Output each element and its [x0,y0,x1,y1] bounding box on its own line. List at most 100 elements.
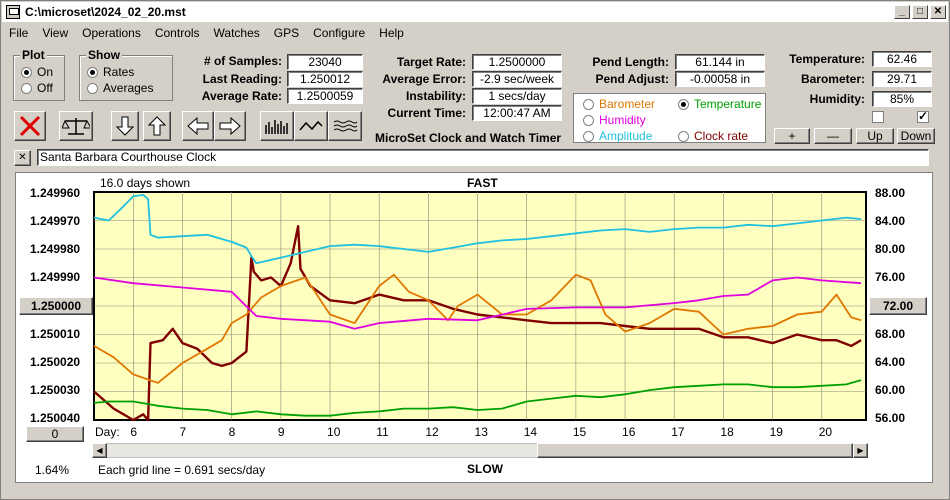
series-line-amplitude [93,194,862,265]
overlay-temperature-radio[interactable]: Temperature [678,97,761,111]
clear-name-button[interactable]: ✕ [14,150,31,166]
plus-button[interactable]: + [774,128,810,144]
series-line-temperature [93,379,862,417]
radio-empty-icon [21,82,32,94]
target-rate-label: Target Rate: [396,55,466,69]
left-tick-label: 1.249990 [30,270,81,284]
maximize-button[interactable]: □ [912,5,928,19]
average-rate-value: 1.2500059 [287,88,363,104]
right-tick-label: 56.00 [875,411,906,425]
menu-help[interactable]: Help [379,26,404,40]
overlay-clock-rate-radio[interactable]: Clock rate [678,129,748,143]
average-error-value: -2.9 sec/week [472,71,562,87]
radio-empty-icon [87,82,98,94]
day-tick-label: 9 [278,425,285,439]
zero-button[interactable]: 0 [26,426,84,442]
histogram-button[interactable] [260,111,294,141]
last-reading-value: 1.250012 [287,71,363,87]
histogram-icon [265,120,288,134]
menu-watches[interactable]: Watches [213,26,260,40]
arrow-up-button[interactable] [143,111,171,141]
left-tick-label: 1.250020 [30,355,81,369]
plot-on-radio[interactable]: On [21,65,53,79]
arrow-down-icon [116,116,134,136]
temperature-value: 62.46 [872,51,932,67]
clock-name-input[interactable]: Santa Barbara Courthouse Clock [37,149,929,166]
radio-selected-icon [678,98,689,110]
radio-empty-icon [583,114,594,126]
target-rate-value[interactable]: 1.2500000 [472,54,562,70]
menu-operations[interactable]: Operations [82,26,141,40]
day-axis-label: Day: [95,425,120,439]
center-rate-button[interactable]: 1.250000 [19,297,93,315]
plot-off-radio[interactable]: Off [21,81,53,95]
overlay-humidity-radio[interactable]: Humidity [583,113,646,127]
menu-controls[interactable]: Controls [154,26,200,40]
left-checkbox[interactable] [872,111,884,123]
right-tick-label: 88.00 [875,186,906,200]
menu-configure[interactable]: Configure [313,26,366,40]
right-tick-label: 76.00 [875,270,906,284]
radio-empty-icon [583,98,594,110]
waves-icon [333,120,358,132]
grid-caption: Each grid line = 0.691 secs/day [98,463,266,477]
right-tick-label: 60.00 [875,383,906,397]
show-rates-radio[interactable]: Rates [87,65,134,79]
overlay-amplitude-radio[interactable]: Amplitude [583,129,652,143]
waves-button[interactable] [328,111,362,141]
left-tick-label: 1.249960 [30,186,81,200]
temperature-label: Temperature: [789,52,865,66]
day-tick-label: 15 [573,425,587,439]
app-clock-icon[interactable] [6,5,20,19]
barometer-value: 29.71 [872,71,932,87]
red-x-icon [19,115,41,137]
minimize-button[interactable]: _ [894,5,910,19]
day-tick-label: 18 [720,425,734,439]
menu-view[interactable]: View [42,26,69,40]
day-tick-label: 8 [229,425,236,439]
day-tick-label: 17 [671,425,685,439]
samples-label: # of Samples: [203,54,282,68]
clear-button[interactable] [14,111,46,141]
scroll-thumb[interactable] [537,443,853,458]
right-checkbox[interactable] [917,109,929,123]
fast-label: FAST [467,176,498,190]
plot-group-title: Plot [20,48,47,62]
arrow-right-button[interactable] [214,111,246,141]
average-rate-label: Average Rate: [201,89,282,103]
scroll-right-button[interactable]: ▶ [853,443,868,458]
humidity-label: Humidity: [809,92,865,106]
line-graph-button[interactable] [294,111,328,141]
radio-empty-icon [583,130,594,142]
last-reading-label: Last Reading: [202,72,282,86]
right-tick-label: 84.00 [875,214,906,228]
plot-group: Plot [13,48,65,101]
day-tick-label: 10 [327,425,341,439]
arrow-down-button[interactable] [111,111,139,141]
close-button[interactable]: ✕ [930,5,946,19]
down-button[interactable]: Down [897,128,935,144]
center-env-button[interactable]: 72.00 [869,297,927,315]
right-tick-label: 68.00 [875,327,906,341]
menu-gps[interactable]: GPS [273,26,300,40]
minus-button[interactable]: — [814,128,852,144]
instability-value: 1 secs/day [472,88,562,104]
right-tick-label: 80.00 [875,242,906,256]
day-tick-label: 14 [524,425,538,439]
menu-file[interactable]: File [9,26,29,40]
arrow-left-button[interactable] [182,111,214,141]
pend-length-label: Pend Length: [592,55,669,69]
show-averages-radio[interactable]: Averages [87,81,153,95]
scroll-left-button[interactable]: ◀ [92,443,107,458]
balance-button[interactable] [59,111,93,141]
series-line-barometer [93,273,862,384]
slow-label: SLOW [467,462,503,476]
up-button[interactable]: Up [856,128,894,144]
overlay-barometer-radio[interactable]: Barometer [583,97,655,111]
window-title: C:\microset\2024_02_20.mst [25,5,186,19]
days-shown-caption: 16.0 days shown [100,176,191,190]
pend-length-value[interactable]: 61.144 in [675,54,765,70]
day-tick-label: 16 [622,425,636,439]
current-time-value: 12:00:47 AM [472,105,562,121]
